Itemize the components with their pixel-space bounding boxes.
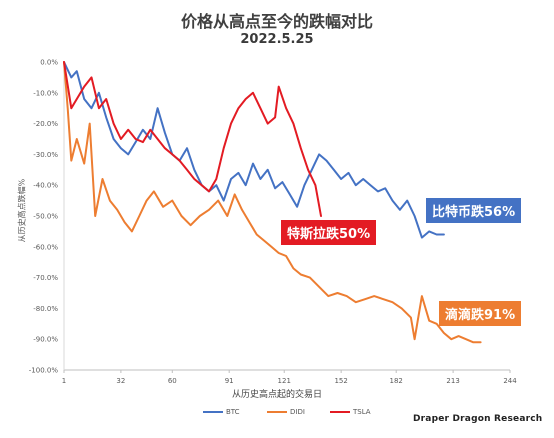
y-tick-label: -70.0% — [33, 274, 58, 282]
y-tick-label: -80.0% — [33, 305, 58, 313]
btc-annotation: 比特币跌56% — [426, 198, 522, 223]
brand-label: Draper Dragon Research — [413, 414, 543, 424]
legend-swatch-tsla — [330, 411, 350, 413]
chart-subtitle: 2022.5.25 — [240, 32, 314, 47]
y-tick-label: -100.0% — [29, 367, 59, 375]
legend-item-didi: DIDI — [267, 408, 305, 416]
y-axis-label: 从历史高点跌幅% — [17, 178, 27, 243]
y-tick-label: -10.0% — [33, 89, 58, 97]
y-tick-label: -40.0% — [33, 182, 58, 190]
legend-swatch-btc — [203, 411, 223, 413]
x-tick-label: 121 — [278, 377, 291, 385]
x-tick-label: 213 — [446, 377, 459, 385]
x-tick-label: 1 — [62, 377, 66, 385]
legend-label-tsla: TSLA — [353, 408, 371, 416]
legend-swatch-didi — [267, 411, 287, 413]
legend-item-tsla: TSLA — [330, 408, 371, 416]
y-tick-label: 0.0% — [40, 59, 58, 67]
y-tick-label: -20.0% — [33, 120, 58, 128]
y-tick-label: -60.0% — [33, 243, 58, 251]
series-line-tsla — [63, 61, 322, 217]
didi-annotation: 滴滴跌91% — [439, 301, 522, 326]
legend-item-btc: BTC — [203, 408, 240, 416]
y-tick-label: -90.0% — [33, 336, 58, 344]
x-axis-label: 从历史高点起的交易日 — [231, 390, 322, 400]
x-tick-label: 152 — [334, 377, 347, 385]
legend-label-btc: BTC — [226, 408, 240, 416]
series-line-btc — [63, 61, 445, 239]
chart-title: 价格从高点至今的跌幅对比 — [180, 12, 373, 31]
legend-label-didi: DIDI — [290, 408, 305, 416]
tsla-annotation: 特斯拉跌50% — [281, 220, 377, 245]
y-tick-label: -50.0% — [33, 213, 58, 221]
series-line-didi — [63, 61, 482, 344]
y-tick-label: -30.0% — [33, 151, 58, 159]
x-tick-label: 182 — [390, 377, 403, 385]
x-tick-label: 244 — [503, 377, 517, 385]
x-tick-label: 32 — [116, 377, 125, 385]
x-tick-label: 91 — [225, 377, 234, 385]
x-tick-label: 60 — [168, 377, 177, 385]
